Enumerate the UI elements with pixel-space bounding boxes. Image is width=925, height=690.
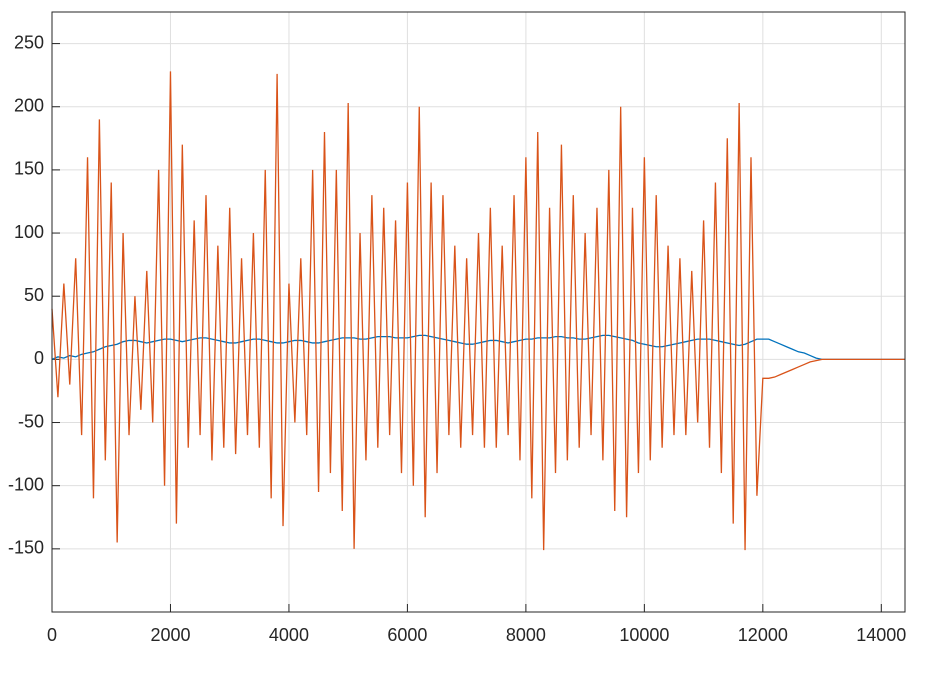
axes-box bbox=[51, 11, 906, 613]
x-tick-label: 6000 bbox=[387, 625, 427, 645]
x-tick-label: 2000 bbox=[150, 625, 190, 645]
x-tick-label: 8000 bbox=[506, 625, 546, 645]
y-tick-label: 200 bbox=[14, 95, 44, 115]
data-line bbox=[51, 71, 905, 551]
y-tick-label: -50 bbox=[18, 411, 44, 431]
y-tick-label: -100 bbox=[8, 474, 44, 494]
x-tick-label: 4000 bbox=[269, 625, 309, 645]
x-tick-label: 10000 bbox=[619, 625, 669, 645]
x-tick-label: 0 bbox=[47, 625, 57, 645]
y-tick-label: 50 bbox=[24, 285, 44, 305]
y-tick-label: 250 bbox=[14, 32, 44, 52]
data-line bbox=[51, 334, 905, 361]
x-tick-label: 14000 bbox=[856, 625, 906, 645]
y-tick-label: 0 bbox=[34, 348, 44, 368]
y-tick-label: 150 bbox=[14, 159, 44, 179]
y-tick-label: -150 bbox=[8, 538, 44, 558]
y-tick-label: 100 bbox=[14, 222, 44, 242]
x-tick-label: 12000 bbox=[738, 625, 788, 645]
